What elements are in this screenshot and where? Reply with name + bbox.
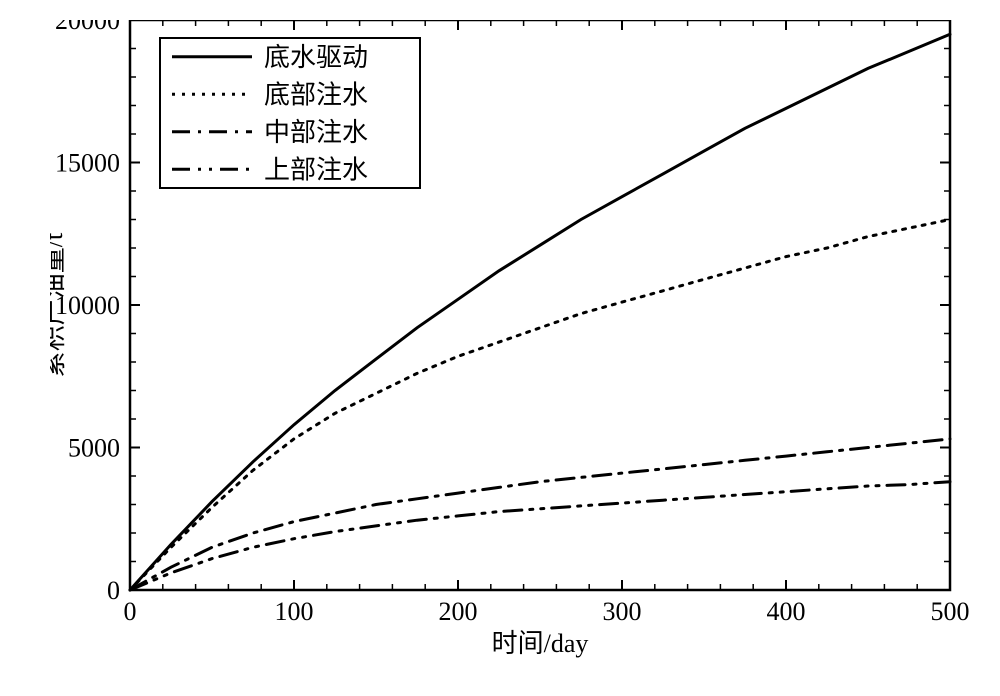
chart-svg: 010020030040050005000100001500020000时间/d… <box>50 20 970 670</box>
series-line <box>130 220 950 591</box>
xtick-label: 0 <box>124 597 137 626</box>
legend-label: 底部注水 <box>264 80 368 109</box>
xtick-label: 300 <box>603 597 642 626</box>
legend-label: 中部注水 <box>264 118 368 147</box>
legend-label: 底水驱动 <box>264 43 368 72</box>
ytick-label: 5000 <box>68 434 120 463</box>
legend-label: 上部注水 <box>264 155 368 184</box>
ytick-label: 20000 <box>55 20 120 35</box>
xtick-label: 500 <box>931 597 970 626</box>
xtick-label: 400 <box>767 597 806 626</box>
xtick-label: 100 <box>275 597 314 626</box>
xtick-label: 200 <box>439 597 478 626</box>
series-line <box>130 482 950 590</box>
y-axis-label: 累积产油量/t <box>50 232 68 377</box>
ytick-label: 0 <box>107 576 120 605</box>
x-axis-label: 时间/day <box>492 629 589 658</box>
ytick-label: 15000 <box>55 149 120 178</box>
chart-container: 010020030040050005000100001500020000时间/d… <box>50 20 970 670</box>
